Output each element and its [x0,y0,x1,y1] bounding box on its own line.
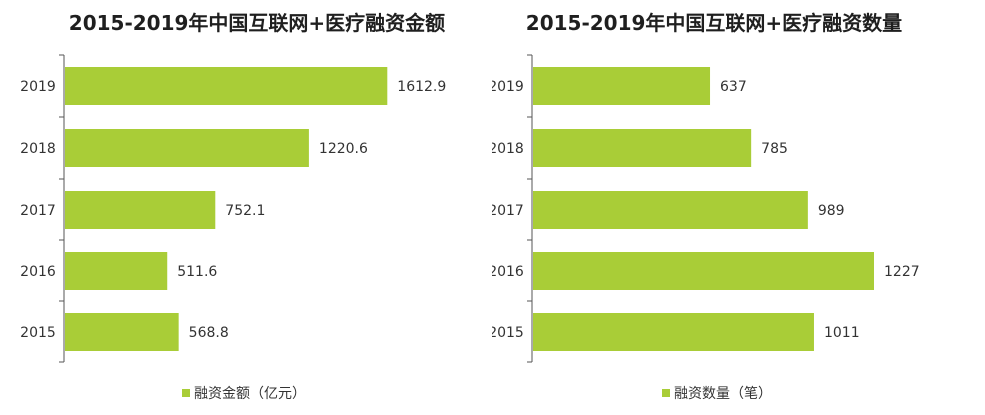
count-value-label-2017: 989 [818,203,845,219]
count-chart-title: 2015-2019年中国互联网+医疗融资数量 [526,11,902,35]
count-bar-2019 [533,67,711,105]
count-value-label-2018: 785 [761,141,788,157]
count-legend-label: 融资数量（笔） [674,386,772,402]
count-category-label-2015: 2015 [492,325,524,341]
count-category-label-2018: 2018 [492,141,524,157]
count-legend-swatch [662,389,670,397]
count-category-label-2016: 2016 [492,264,524,280]
count-bar-2015 [533,313,814,351]
amount-value-label-2019: 1612.9 [397,79,446,95]
count-value-label-2016: 1227 [884,264,920,280]
amount-legend-label: 融资金额（亿元） [194,386,306,402]
amount-chart-title: 2015-2019年中国互联网+医疗融资金额 [69,11,445,35]
amount-bar-2016 [65,252,168,290]
count-bar-2017 [533,191,808,229]
amount-category-label-2016: 2016 [20,264,56,280]
amount-value-label-2016: 511.6 [177,264,217,280]
amount-bar-2017 [65,191,216,229]
amount-category-label-2015: 2015 [20,325,56,341]
count-value-label-2019: 637 [720,79,747,95]
count-value-label-2015: 1011 [824,325,860,341]
amount-bar-2018 [65,129,309,167]
amount-value-label-2017: 752.1 [225,203,265,219]
amount-bar-2019 [65,67,388,105]
amount-category-label-2018: 2018 [20,141,56,157]
amount-category-label-2017: 2017 [20,203,56,219]
amount-category-label-2019: 2019 [20,79,56,95]
financing-amount-chart: 2015-2019年中国互联网+医疗融资金额 2019 1612.9 2018 1220… [20,11,446,402]
count-category-label-2017: 2017 [492,203,524,219]
financing-count-chart: 2015-2019年中国互联网+医疗融资数量 2019 637 2018 785 2017… [492,11,920,402]
amount-bar-2015 [65,313,179,351]
count-bar-2016 [533,252,874,290]
amount-value-label-2018: 1220.6 [319,141,368,157]
amount-legend-swatch [182,389,190,397]
count-bar-2018 [533,129,752,167]
count-category-label-2019: 2019 [492,79,524,95]
amount-value-label-2015: 568.8 [189,325,229,341]
